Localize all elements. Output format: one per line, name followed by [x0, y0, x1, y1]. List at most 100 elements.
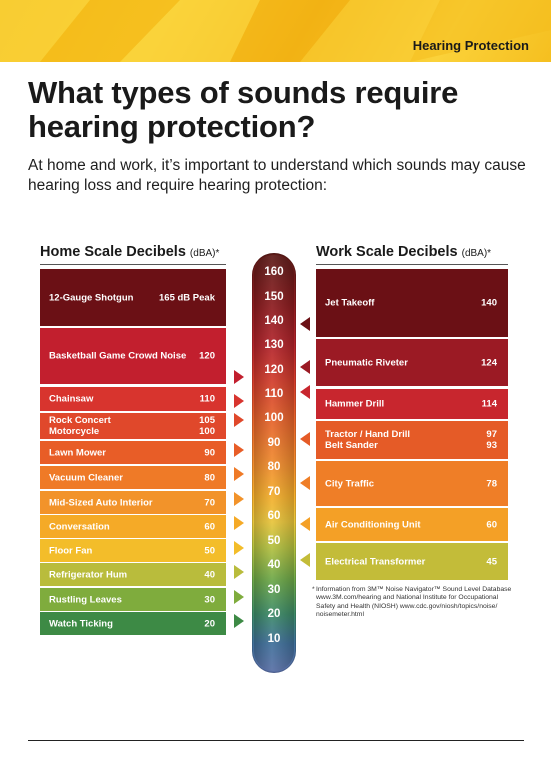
page-title: What types of sounds require hearing pro…	[28, 75, 459, 144]
home-arrow-marker	[234, 516, 244, 530]
work-item: Pneumatic Riveter 124	[316, 339, 508, 386]
work-scale-heading: Work Scale Decibels (dBA)*	[316, 244, 491, 260]
home-arrow-marker	[234, 541, 244, 555]
bottom-divider	[28, 740, 524, 741]
page-subtitle: At home and work, it’s important to unde…	[28, 157, 526, 194]
home-item-value: 40	[204, 569, 215, 580]
home-item-label-line2: Motorcycle	[49, 426, 100, 437]
home-arrow-marker	[234, 467, 244, 481]
decibel-tick: 30	[267, 584, 281, 596]
footnote-marker: *	[312, 586, 315, 593]
work-item-value-line1: 97	[486, 429, 497, 440]
banner-pattern	[0, 0, 551, 62]
decibel-tick: 130	[264, 339, 284, 351]
home-item-value: 80	[204, 472, 215, 483]
work-arrow-marker	[300, 432, 310, 446]
home-scale-unit: (dBA)*	[189, 248, 220, 259]
work-item-value: 60	[486, 519, 497, 530]
decibel-tick: 40	[267, 559, 281, 571]
home-item-value: 20	[204, 618, 215, 629]
decibel-tick: 80	[267, 461, 281, 473]
work-item-value-line2: 93	[486, 440, 497, 451]
home-item-label: Rock Concert Motorcycle	[49, 415, 111, 437]
work-scale-title: Work Scale Decibels	[316, 244, 458, 260]
home-item-label: Watch Ticking	[49, 618, 113, 629]
work-arrow-marker	[300, 553, 310, 567]
home-item-label: Rustling Leaves	[49, 594, 122, 605]
work-arrow-marker	[300, 385, 310, 399]
home-item: Chainsaw 110	[40, 387, 226, 411]
home-item-value: 165 dB Peak	[159, 292, 215, 303]
work-item: Hammer Drill 114	[316, 389, 508, 419]
work-arrow-marker	[300, 476, 310, 490]
home-item: Mid-Sized Auto Interior 70	[40, 491, 226, 514]
work-item: Electrical Transformer 45	[316, 543, 508, 580]
work-arrow-marker	[300, 360, 310, 374]
decibel-tick: 140	[264, 315, 284, 327]
home-item-value-line2: 100	[199, 426, 215, 437]
home-item-label: Refrigerator Hum	[49, 569, 128, 580]
work-item: Air Conditioning Unit 60	[316, 508, 508, 541]
home-item: Rock Concert Motorcycle 105 100	[40, 413, 226, 439]
home-arrow-marker	[234, 565, 244, 579]
home-item: Refrigerator Hum 40	[40, 563, 226, 586]
home-item-label: Lawn Mower	[49, 447, 107, 458]
work-item-value: 114	[481, 398, 497, 410]
home-heading-rule	[40, 264, 226, 265]
work-heading-rule	[316, 264, 508, 265]
work-item-label: Hammer Drill	[325, 398, 385, 410]
home-item: Lawn Mower 90	[40, 441, 226, 464]
work-item-label: Tractor / Hand Drill Belt Sander	[325, 429, 410, 451]
home-item: Watch Ticking 20	[40, 612, 226, 635]
work-arrow-marker	[300, 517, 310, 531]
work-item: Tractor / Hand Drill Belt Sander 97 93	[316, 421, 508, 459]
work-item-label: Pneumatic Riveter	[325, 357, 408, 368]
home-item-label: Mid-Sized Auto Interior	[49, 497, 153, 508]
work-item-value: 124	[481, 357, 497, 368]
decibel-thermometer	[252, 253, 296, 673]
decibel-tick: 70	[267, 486, 281, 498]
home-arrow-marker	[234, 413, 244, 427]
home-item-label: Conversation	[49, 521, 110, 532]
header-banner: Hearing Protection	[0, 0, 551, 62]
home-item-value: 50	[204, 545, 215, 556]
home-item-label: Vacuum Cleaner	[49, 472, 123, 483]
decibel-tick: 160	[264, 266, 284, 278]
decibel-tick: 100	[264, 412, 284, 424]
home-item-label: 12-Gauge Shotgun	[49, 292, 134, 303]
work-item-value: 78	[486, 478, 497, 489]
work-item-label: City Traffic	[325, 478, 375, 489]
home-arrow-marker	[234, 590, 244, 604]
work-arrow-marker	[300, 317, 310, 331]
home-item-value: 110	[199, 393, 215, 405]
decibel-tick: 150	[264, 291, 284, 303]
home-item: Conversation 60	[40, 515, 226, 538]
work-scale-unit: (dBA)*	[461, 248, 492, 259]
home-item-value-line1: 105	[199, 415, 215, 426]
home-arrow-marker	[234, 394, 244, 408]
work-item-label-line2: Belt Sander	[325, 440, 378, 451]
work-item-label: Jet Takeoff	[325, 297, 375, 309]
decibel-tick: 20	[267, 608, 281, 620]
home-item-value: 90	[204, 447, 215, 458]
home-arrow-marker	[234, 614, 244, 628]
decibel-tick: 50	[267, 535, 281, 547]
decibel-tick: 60	[267, 510, 281, 522]
footnote-line: noisemeter.html	[316, 611, 364, 619]
home-item: Vacuum Cleaner 80	[40, 466, 226, 489]
home-arrow-marker	[234, 370, 244, 384]
work-item-label: Air Conditioning Unit	[325, 519, 421, 530]
home-item-label: Basketball Game Crowd Noise	[49, 350, 187, 362]
home-scale-heading: Home Scale Decibels (dBA)*	[40, 244, 219, 260]
thermometer-shading	[254, 255, 294, 671]
home-item-value: 70	[204, 497, 215, 508]
work-item: City Traffic 78	[316, 461, 508, 506]
footnote-line: Information from 3M™ Noise Navigator™ So…	[316, 586, 512, 593]
decibel-tick: 90	[267, 437, 281, 449]
home-item-value: 30	[204, 594, 215, 605]
home-item-value: 60	[204, 521, 215, 532]
source-footnote: * Information from 3M™ Noise Navigator™ …	[312, 586, 516, 620]
home-item-value: 120	[199, 350, 215, 362]
work-item: Jet Takeoff 140	[316, 269, 508, 337]
home-item-label-line1: Rock Concert	[49, 415, 111, 426]
